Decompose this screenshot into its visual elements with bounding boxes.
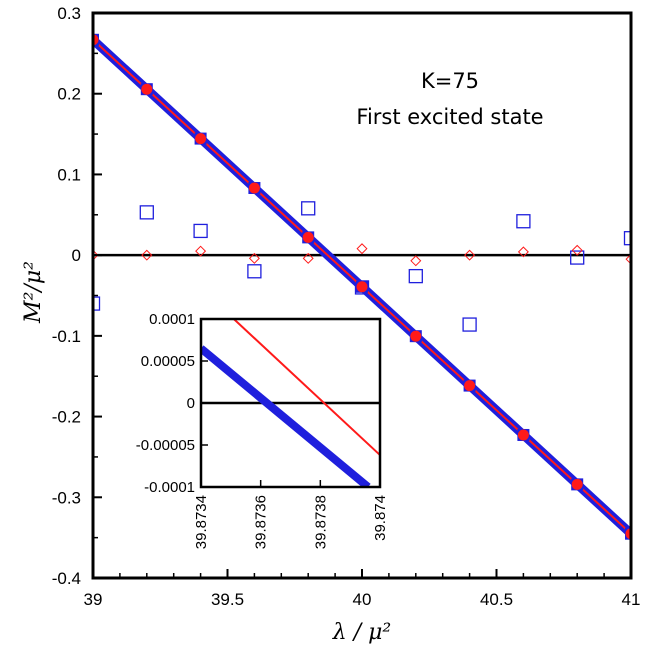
red-open-diamond-point xyxy=(410,255,422,267)
red-filled-circle-point xyxy=(248,182,260,194)
red-open-diamond-point xyxy=(356,243,368,255)
red-open-diamond-point xyxy=(571,244,583,256)
inset-line-blue xyxy=(201,345,371,487)
x-tick-label: 40.5 xyxy=(480,590,513,609)
red-filled-circle-point xyxy=(195,133,207,145)
annotation-k: K=75 xyxy=(421,69,479,93)
red-filled-circle-point xyxy=(410,330,422,342)
x-axis-title: λ / μ² xyxy=(332,620,391,645)
red-filled-circle-point xyxy=(356,281,368,293)
annotations: K=75 First excited state xyxy=(356,69,543,129)
blue-open-square-point xyxy=(462,317,477,332)
y-tick-label: 0 xyxy=(72,246,81,265)
x-tick-label: 39.5 xyxy=(211,590,244,609)
inset-y-tick-label: -0.00005 xyxy=(136,437,195,454)
red-open-diamond-point xyxy=(195,245,207,257)
x-tick-label: 41 xyxy=(622,590,641,609)
inset-y-tick-label: 0.0001 xyxy=(149,311,195,328)
red-open-diamond-point xyxy=(302,252,314,264)
blue-open-square-point xyxy=(93,296,101,311)
red-open-diamond-point xyxy=(141,249,153,261)
red-filled-circle-point xyxy=(302,231,314,243)
red-filled-circle-point xyxy=(141,83,153,95)
blue-open-square-point xyxy=(516,214,531,229)
y-tick-label: -0.3 xyxy=(52,488,81,507)
inset-x-tick-label: 39.874 xyxy=(372,495,389,541)
red-filled-circle-point xyxy=(517,429,529,441)
blue-open-square-point xyxy=(193,223,208,239)
y-tick-label: -0.2 xyxy=(52,408,81,427)
red-filled-circle-point xyxy=(464,380,476,392)
x-tick-label: 40 xyxy=(353,590,372,609)
red-open-diamond-point xyxy=(464,249,476,261)
y-tick-label: 0.2 xyxy=(57,85,81,104)
blue-open-square-point xyxy=(139,205,154,220)
inset-y-tick-label: -0.0001 xyxy=(144,479,195,496)
y-tick-label: 0.3 xyxy=(57,4,81,23)
blue-open-square-point xyxy=(247,264,262,279)
red-open-diamond-point xyxy=(625,253,631,265)
axis-titles: λ / μ² M²/μ² xyxy=(21,261,391,645)
inset-series-group xyxy=(201,319,380,487)
y-tick-label: -0.1 xyxy=(52,327,81,346)
red-open-diamond-point xyxy=(248,252,260,264)
x-tick-label: 39 xyxy=(84,590,103,609)
inset-plot: 39.8734 39.8736 39.8738 39.874 0.0001 0.00005… xyxy=(136,311,389,549)
inset-x-tick-label: 39.8738 xyxy=(312,495,329,549)
inset-x-tick-label: 39.8736 xyxy=(253,495,270,549)
blue-open-square-point xyxy=(623,231,631,246)
inset-x-tick-label: 39.8734 xyxy=(193,495,210,549)
main-plot: 39 39.5 40 40.5 41 0.3 0.2 0.1 0 -0.1 -0.2 -0.3 -0.4 xyxy=(52,4,641,609)
inset-y-tick-label: 0.00005 xyxy=(141,353,195,370)
annotation-state: First excited state xyxy=(356,105,543,129)
red-filled-circle-point xyxy=(571,478,583,490)
blue-open-square-point xyxy=(408,268,423,284)
red-open-diamond-point xyxy=(93,249,99,261)
main-series-group xyxy=(93,33,631,540)
y-tick-label: 0.1 xyxy=(57,165,81,184)
blue-open-square-point xyxy=(570,250,585,265)
red-open-diamond-point xyxy=(517,246,529,258)
main-axis-ticks: 39 39.5 40 40.5 41 0.3 0.2 0.1 0 -0.1 -0.2 -0.3 -0.4 xyxy=(52,4,641,609)
inset-line-red xyxy=(233,319,380,456)
y-axis-title: M²/μ² xyxy=(21,261,46,324)
inset-axis-ticks: 39.8734 39.8736 39.8738 39.874 0.0001 0.00005… xyxy=(136,311,389,549)
inset-y-tick-label: 0 xyxy=(187,395,195,412)
blue-open-square-point xyxy=(301,201,316,216)
y-tick-label: -0.4 xyxy=(52,569,81,588)
